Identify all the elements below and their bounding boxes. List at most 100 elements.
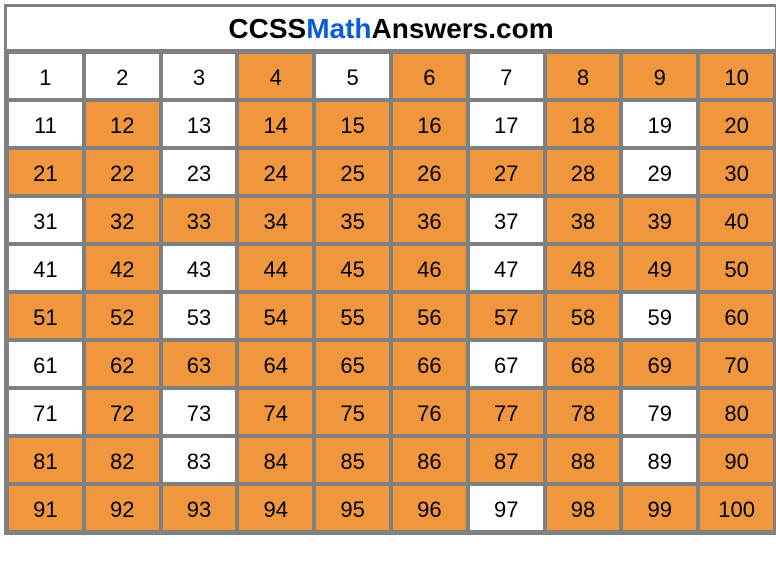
number-cell: 63	[161, 340, 238, 388]
number-cell: 40	[698, 196, 775, 244]
number-cell: 47	[468, 244, 545, 292]
number-cell: 38	[545, 196, 622, 244]
number-cell: 57	[468, 292, 545, 340]
number-cell: 56	[391, 292, 468, 340]
number-cell: 100	[698, 484, 775, 532]
number-cell: 87	[468, 436, 545, 484]
number-cell: 1	[7, 52, 84, 100]
number-cell: 22	[84, 148, 161, 196]
number-cell: 44	[237, 244, 314, 292]
number-cell: 64	[237, 340, 314, 388]
number-cell: 39	[621, 196, 698, 244]
number-cell: 99	[621, 484, 698, 532]
number-cell: 50	[698, 244, 775, 292]
number-cell: 62	[84, 340, 161, 388]
number-cell: 5	[314, 52, 391, 100]
number-cell: 71	[7, 388, 84, 436]
number-cell: 2	[84, 52, 161, 100]
number-cell: 54	[237, 292, 314, 340]
number-cell: 27	[468, 148, 545, 196]
number-cell: 59	[621, 292, 698, 340]
number-cell: 33	[161, 196, 238, 244]
number-cell: 81	[7, 436, 84, 484]
number-cell: 85	[314, 436, 391, 484]
number-cell: 21	[7, 148, 84, 196]
number-cell: 37	[468, 196, 545, 244]
number-cell: 84	[237, 436, 314, 484]
number-cell: 83	[161, 436, 238, 484]
number-cell: 80	[698, 388, 775, 436]
number-cell: 93	[161, 484, 238, 532]
number-cell: 30	[698, 148, 775, 196]
number-cell: 29	[621, 148, 698, 196]
number-cell: 4	[237, 52, 314, 100]
page-title: CCSSMathAnswers.com	[7, 7, 775, 52]
title-part-3: Answers.com	[372, 13, 554, 44]
number-cell: 48	[545, 244, 622, 292]
number-cell: 69	[621, 340, 698, 388]
number-cell: 35	[314, 196, 391, 244]
number-cell: 77	[468, 388, 545, 436]
number-cell: 34	[237, 196, 314, 244]
number-cell: 17	[468, 100, 545, 148]
number-cell: 7	[468, 52, 545, 100]
number-cell: 89	[621, 436, 698, 484]
number-cell: 8	[545, 52, 622, 100]
number-cell: 96	[391, 484, 468, 532]
number-cell: 94	[237, 484, 314, 532]
number-cell: 42	[84, 244, 161, 292]
number-cell: 86	[391, 436, 468, 484]
number-cell: 32	[84, 196, 161, 244]
number-cell: 43	[161, 244, 238, 292]
number-cell: 9	[621, 52, 698, 100]
number-cell: 6	[391, 52, 468, 100]
number-cell: 49	[621, 244, 698, 292]
number-cell: 25	[314, 148, 391, 196]
number-cell: 3	[161, 52, 238, 100]
number-cell: 51	[7, 292, 84, 340]
number-cell: 92	[84, 484, 161, 532]
number-cell: 10	[698, 52, 775, 100]
number-cell: 23	[161, 148, 238, 196]
number-cell: 28	[545, 148, 622, 196]
number-chart-container: CCSSMathAnswers.com 12345678910111213141…	[4, 4, 776, 535]
number-cell: 72	[84, 388, 161, 436]
number-cell: 70	[698, 340, 775, 388]
number-cell: 68	[545, 340, 622, 388]
number-cell: 58	[545, 292, 622, 340]
number-cell: 24	[237, 148, 314, 196]
number-cell: 88	[545, 436, 622, 484]
number-cell: 75	[314, 388, 391, 436]
number-cell: 16	[391, 100, 468, 148]
number-cell: 20	[698, 100, 775, 148]
number-cell: 12	[84, 100, 161, 148]
number-cell: 53	[161, 292, 238, 340]
number-cell: 74	[237, 388, 314, 436]
number-cell: 73	[161, 388, 238, 436]
number-cell: 78	[545, 388, 622, 436]
number-cell: 31	[7, 196, 84, 244]
number-cell: 91	[7, 484, 84, 532]
number-cell: 66	[391, 340, 468, 388]
number-cell: 11	[7, 100, 84, 148]
number-cell: 76	[391, 388, 468, 436]
number-cell: 18	[545, 100, 622, 148]
number-cell: 46	[391, 244, 468, 292]
number-cell: 82	[84, 436, 161, 484]
number-cell: 52	[84, 292, 161, 340]
number-cell: 41	[7, 244, 84, 292]
number-cell: 61	[7, 340, 84, 388]
number-cell: 45	[314, 244, 391, 292]
number-cell: 95	[314, 484, 391, 532]
number-cell: 13	[161, 100, 238, 148]
number-cell: 97	[468, 484, 545, 532]
number-cell: 55	[314, 292, 391, 340]
number-cell: 67	[468, 340, 545, 388]
number-cell: 19	[621, 100, 698, 148]
number-cell: 15	[314, 100, 391, 148]
number-cell: 14	[237, 100, 314, 148]
number-cell: 36	[391, 196, 468, 244]
number-cell: 98	[545, 484, 622, 532]
number-cell: 79	[621, 388, 698, 436]
title-part-2: Math	[306, 13, 371, 44]
